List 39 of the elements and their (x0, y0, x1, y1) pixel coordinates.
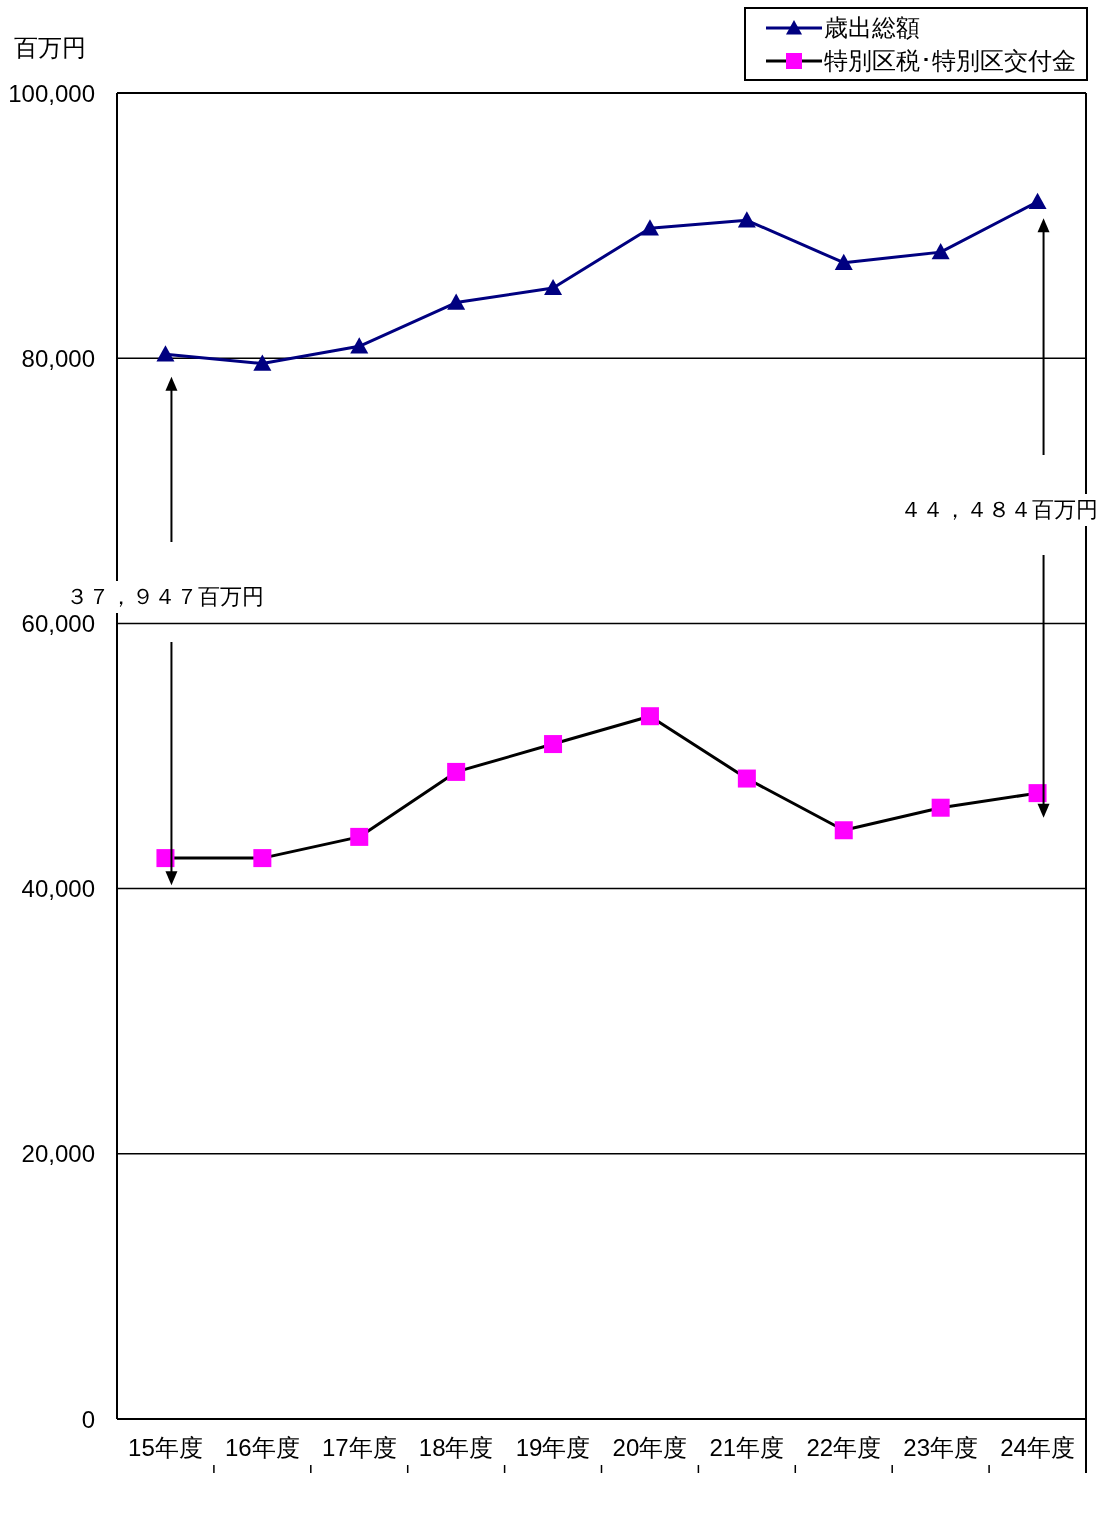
point (350, 337, 369, 354)
y-axis-title: 百万円 (14, 33, 86, 63)
point (737, 211, 756, 228)
x-tick-label: 22年度 (806, 1434, 882, 1462)
point (253, 849, 272, 868)
point (156, 345, 175, 362)
x-tick-label: 24年度 (1000, 1434, 1075, 1462)
point (1028, 192, 1047, 209)
x-tick-label: 17年度 (321, 1434, 397, 1462)
x-tick-label: 23年度 (903, 1434, 978, 1462)
point (931, 798, 950, 817)
point (447, 762, 466, 781)
x-tick-label: 15年度 (128, 1434, 203, 1462)
annotation: ４４，４８４百万円 (898, 494, 1100, 526)
x-tick-label: 16年度 (225, 1434, 300, 1462)
x-tick-label: 19年度 (515, 1434, 591, 1462)
y-tick-label: 0 (81, 1405, 95, 1433)
point (350, 827, 369, 846)
y-tick-label: 20,000 (21, 1140, 95, 1168)
y-tick-label: 60,000 (21, 609, 95, 637)
y-tick-label: 40,000 (21, 875, 95, 903)
point (640, 707, 659, 726)
x-tick-label: 21年度 (709, 1434, 785, 1462)
x-tick-label: 18年度 (418, 1434, 494, 1462)
point (544, 278, 563, 296)
point (834, 821, 853, 840)
legend-label: 歳出総額 (824, 12, 920, 43)
point (253, 354, 272, 371)
point (640, 219, 659, 236)
point (447, 293, 466, 310)
annotation: ３７，９４７百万円 (66, 584, 265, 609)
x-tick-label: 20年度 (612, 1434, 688, 1462)
y-tick-label: 80,000 (21, 344, 95, 372)
y-tick-label: 100,000 (8, 79, 95, 107)
point (931, 243, 950, 260)
point (737, 769, 756, 788)
point (834, 253, 853, 270)
point (544, 735, 563, 754)
legend-label: 特別区税･特別区交付金 (824, 45, 1076, 76)
